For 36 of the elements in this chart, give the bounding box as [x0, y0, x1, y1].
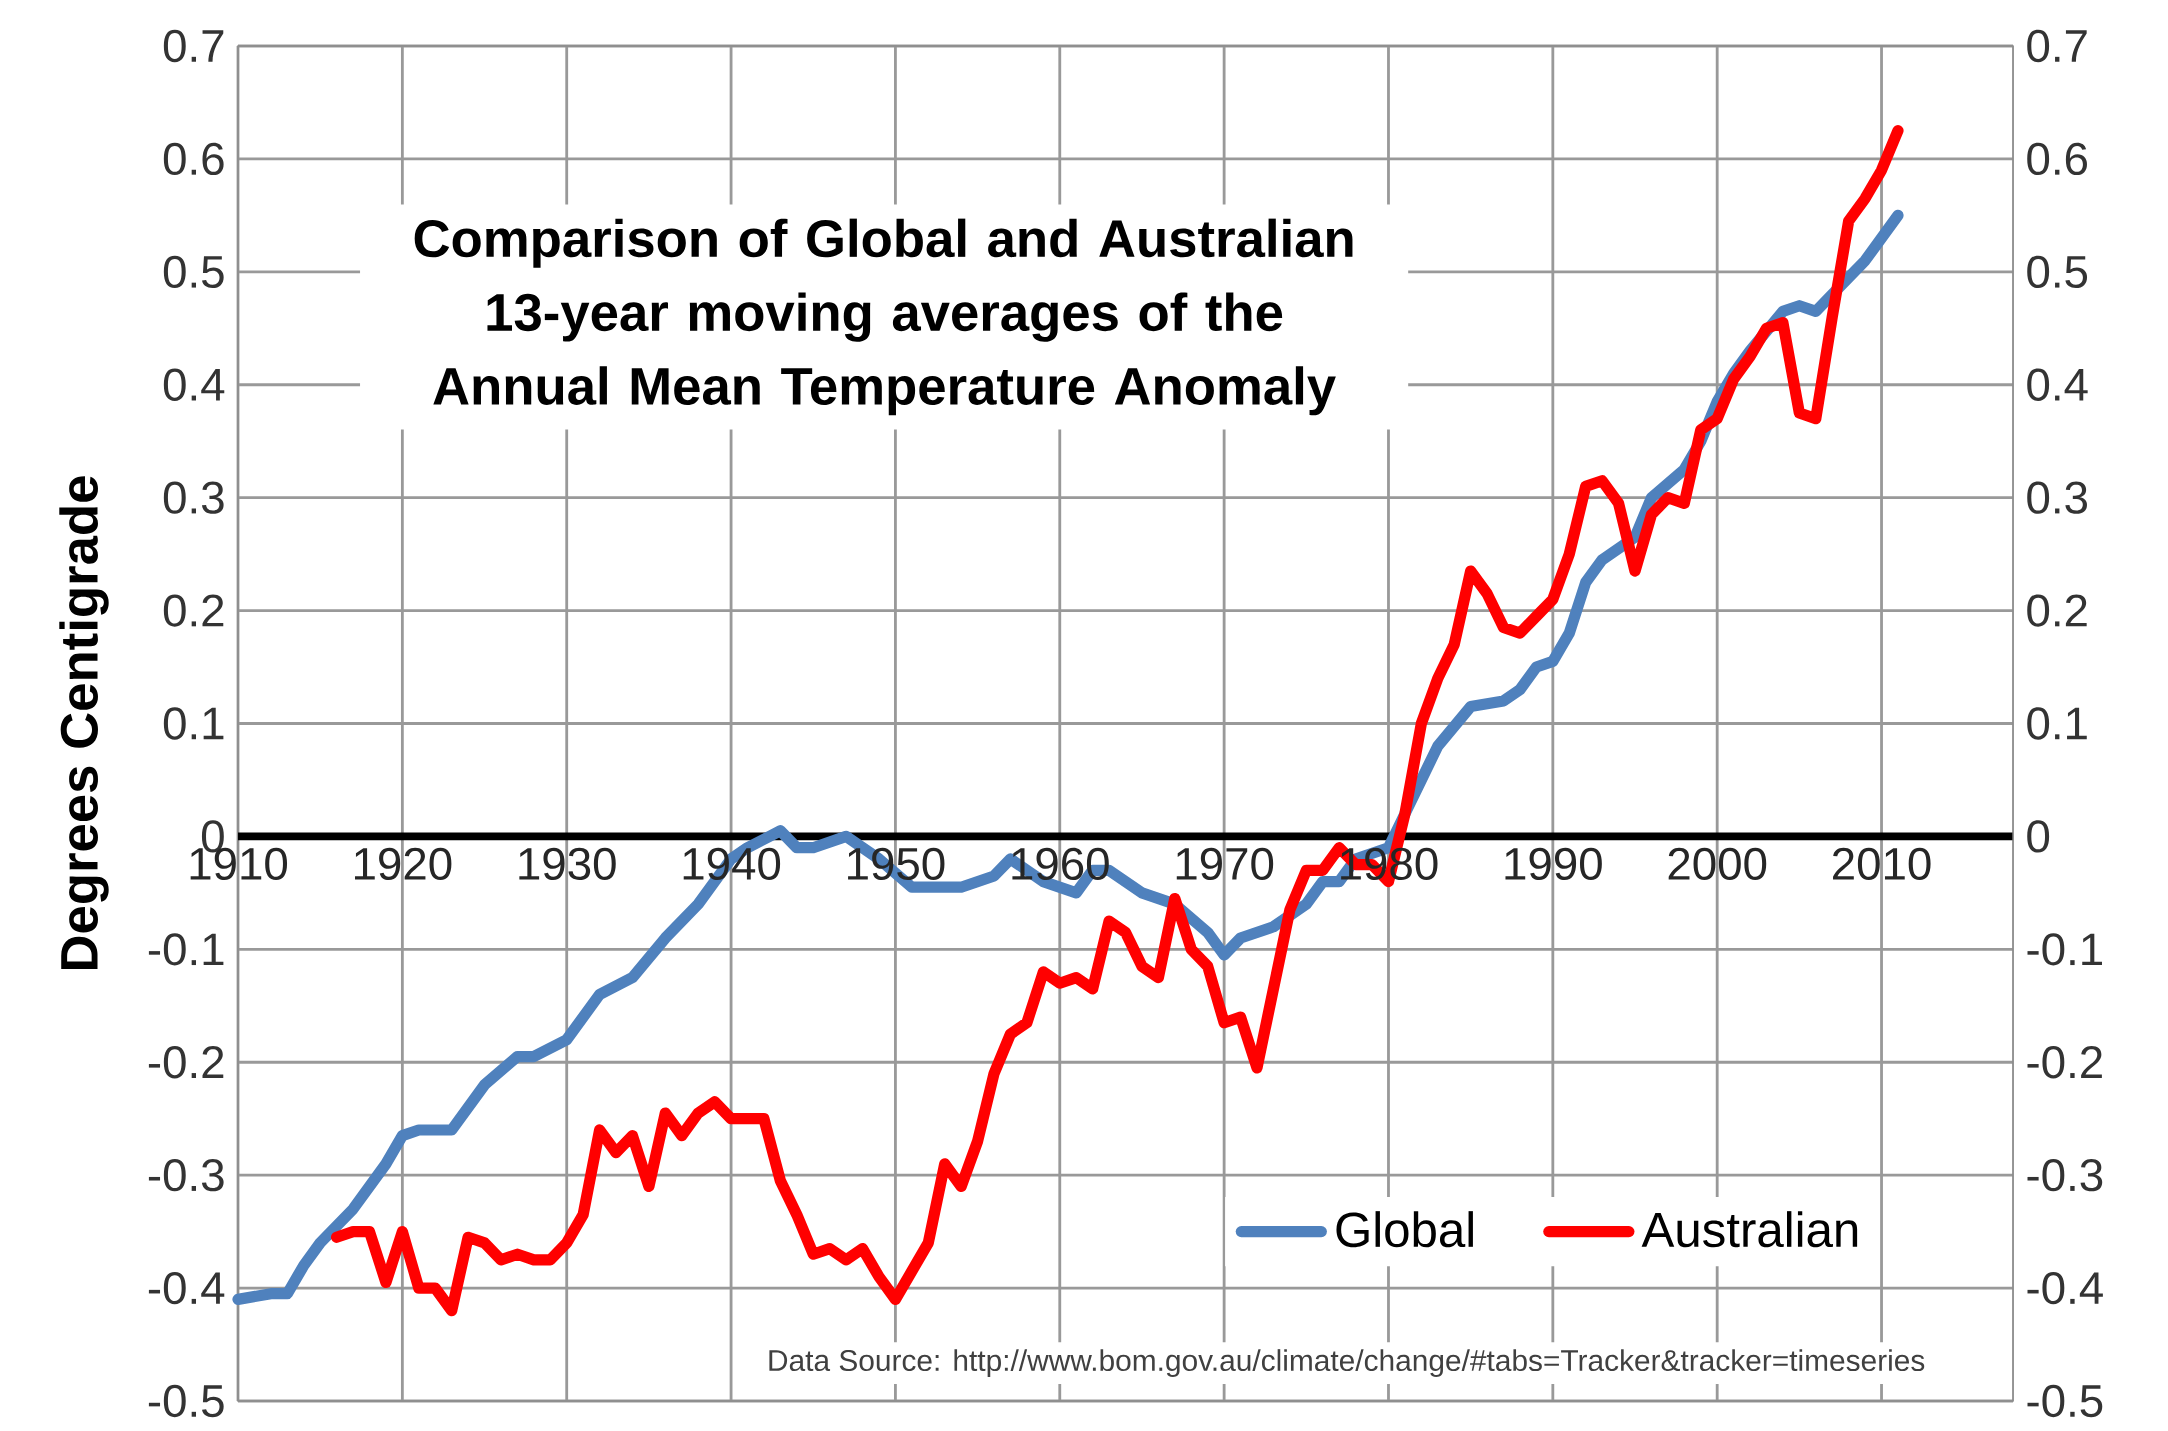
legend-label: Australian	[1641, 1211, 1858, 1248]
y2-tick-label: 0.2	[2027, 594, 2087, 627]
y-tick-label: -0.4	[148, 1271, 225, 1305]
y-tick-label: 0.2	[163, 594, 224, 627]
y-tick-label: 0.7	[163, 29, 224, 63]
y-tick-label: 0.5	[163, 255, 224, 289]
y-tick-label: 0.4	[163, 368, 225, 401]
y2-tick-label: -0.5	[2027, 1384, 2103, 1418]
y2-tick-label: 0.5	[2027, 255, 2088, 289]
x-tick-label: 1920	[355, 847, 452, 881]
y2-tick-label: 0.4	[2027, 368, 2088, 401]
y2-tick-label: -0.4	[2027, 1271, 2103, 1305]
y-tick-label: -0.1	[148, 933, 224, 966]
y-tick-label: 0.6	[163, 142, 224, 176]
y-tick-label: 0.3	[163, 481, 224, 514]
y2-tick-label: 0	[2027, 820, 2050, 853]
x-tick-label: 2000	[1668, 847, 1767, 881]
y-axis-title: Degrees Centigrade	[59, 476, 109, 970]
y2-tick-label: 0.7	[2027, 29, 2087, 63]
legend-label: Global	[1336, 1211, 1473, 1248]
y2-tick-label: 0.3	[2027, 481, 2087, 514]
y2-tick-label: 0.1	[2027, 707, 2087, 740]
y-tick-label: -0.2	[148, 1046, 224, 1079]
y2-tick-label: -0.1	[2027, 933, 2102, 966]
x-tick-label: 1990	[1505, 847, 1602, 881]
x-tick-label: 2010	[1833, 847, 1931, 881]
text: Comparison of Global and Australian 13-year moving averages of the Annual Mean Temperature Anomaly	[414, 218, 1353, 416]
y2-tick-label: -0.2	[2027, 1046, 2102, 1079]
y-tick-label: -0.3	[148, 1158, 224, 1192]
y-tick-label: 0.1	[163, 707, 224, 740]
x-tick-label: 1930	[519, 847, 616, 881]
y2-tick-label: -0.3	[2027, 1158, 2103, 1192]
y-tick-label: -0.5	[148, 1384, 224, 1418]
x-tick-label: 1970	[1176, 847, 1274, 881]
y2-tick-label: 0.6	[2027, 142, 2087, 176]
annotation: Data Source: http://www.bom.gov.au/climate/change/#tabs=Tracker&tracker=timeseries	[769, 1349, 1925, 1377]
